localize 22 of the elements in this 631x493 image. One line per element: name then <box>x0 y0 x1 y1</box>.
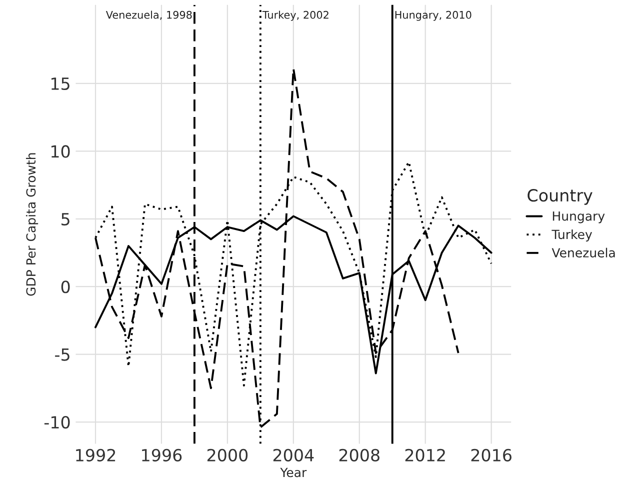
y-tick-label: 5 <box>62 213 70 226</box>
x-tick-label: 2012 <box>405 448 445 462</box>
y-tick-label: 15 <box>51 78 70 90</box>
y-tick-label: 10 <box>51 145 70 158</box>
x-tick-label: 2000 <box>207 448 248 462</box>
legend-label: Hungary <box>552 211 605 224</box>
legend-title: Country <box>528 189 592 205</box>
x-tick-label: 1996 <box>142 448 182 462</box>
legend-label: Venezuela <box>552 248 615 258</box>
y-axis-title: GDP Per Capita Growth <box>26 153 38 296</box>
ref-line-label: Hungary, 2010 <box>395 10 472 21</box>
x-tick-label: 2016 <box>471 448 512 462</box>
y-tick-label: -5 <box>55 348 70 361</box>
y-tick-label: -10 <box>44 416 70 429</box>
legend-label: Turkey <box>552 229 592 242</box>
x-tick-label: 2008 <box>339 448 380 462</box>
ref-line-label: Venezuela, 1998 <box>106 10 192 20</box>
x-axis-title: Year <box>280 468 307 478</box>
ref-line-label: Turkey, 2002 <box>262 10 328 21</box>
x-tick-label: 1992 <box>76 448 116 462</box>
y-tick-label: 0 <box>61 280 70 294</box>
x-tick-label: 2004 <box>273 448 314 462</box>
